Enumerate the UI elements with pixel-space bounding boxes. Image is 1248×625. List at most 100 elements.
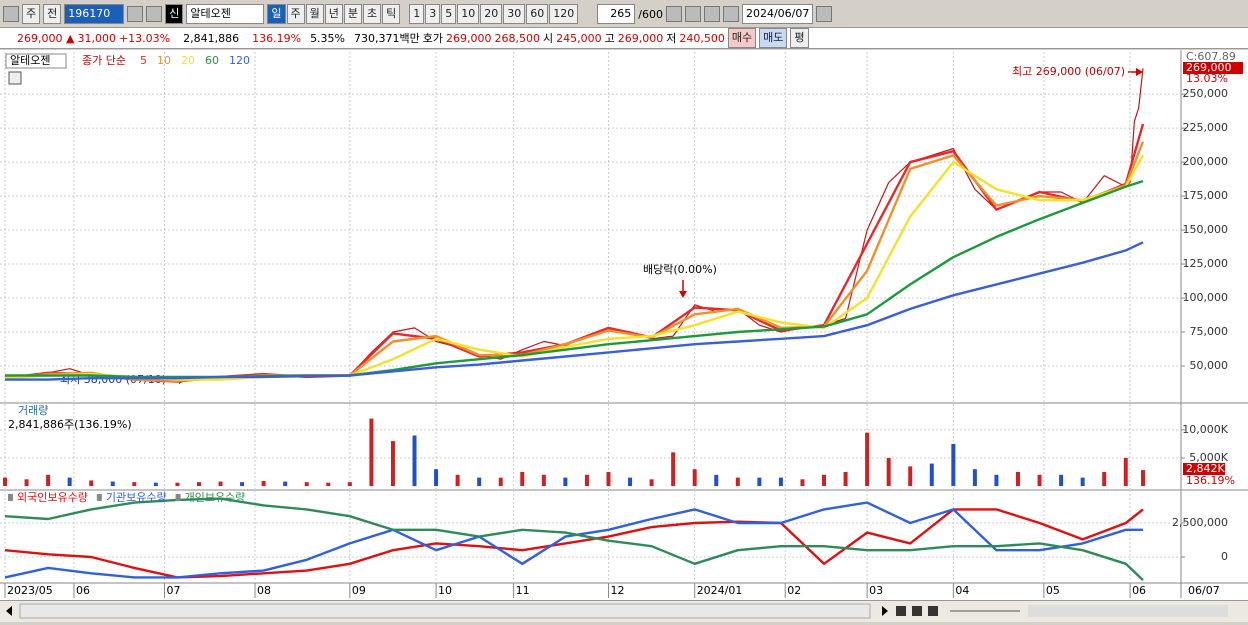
- volume-bar: [283, 481, 288, 487]
- volume-bar: [196, 482, 201, 487]
- rate: +13.03%: [118, 31, 171, 45]
- y-tick-label: 175,000: [1183, 189, 1229, 202]
- scroll-track[interactable]: [19, 603, 871, 619]
- code-input[interactable]: 196170: [64, 4, 125, 24]
- interval-button[interactable]: 30: [503, 4, 526, 24]
- volume-bar: [1059, 474, 1064, 487]
- chart-title: 알테오젠: [10, 53, 50, 67]
- volume-bar: [714, 474, 719, 487]
- x-tick-label: 2023/05: [7, 584, 53, 597]
- interval-button[interactable]: 120: [549, 4, 579, 24]
- interval-button[interactable]: 20: [480, 4, 503, 24]
- buy-button[interactable]: 매수: [727, 28, 757, 48]
- period-button[interactable]: 주: [286, 4, 305, 24]
- volume-rate-tag: 136.19%: [1186, 474, 1235, 487]
- tool-strip[interactable]: [1028, 605, 1228, 617]
- x-tick-label: 11: [516, 584, 530, 597]
- volume-bar: [390, 441, 395, 487]
- period-button[interactable]: 틱: [382, 4, 401, 24]
- period-button[interactable]: 분: [343, 4, 362, 24]
- volume-bar: [649, 479, 654, 487]
- legend-entry: 20: [181, 54, 195, 67]
- volume-bar: [304, 482, 309, 487]
- volume-bar: [692, 469, 697, 487]
- interval-button[interactable]: 5: [441, 4, 457, 24]
- interval-button[interactable]: 10: [457, 4, 480, 24]
- end-date-label: 06/07: [1188, 584, 1220, 597]
- eval-button[interactable]: 평: [790, 28, 809, 48]
- count-input[interactable]: 265: [597, 4, 636, 24]
- tool-icon[interactable]: [665, 6, 682, 22]
- market-select[interactable]: 주: [22, 4, 41, 24]
- date-input[interactable]: 2024/06/07: [741, 4, 814, 24]
- sell-button[interactable]: 매도: [759, 28, 788, 48]
- ctl-icon[interactable]: [896, 606, 906, 616]
- x-tick-label: 12: [610, 584, 624, 597]
- search-icon[interactable]: [127, 6, 144, 22]
- chart: 알테오젠 종가 단순 269,000 13.03% C:607.89 최고 26…: [0, 50, 1248, 600]
- y-tick-label: 250,000: [1183, 87, 1229, 100]
- price-tag-box: [1183, 62, 1243, 74]
- low: 240,500: [679, 31, 725, 45]
- scroll-controls: [6, 603, 1228, 619]
- volume-bar: [477, 477, 482, 487]
- x-tick-label: 04: [955, 584, 969, 597]
- volume-rate: 136.19%: [252, 31, 302, 45]
- sound-icon[interactable]: [146, 6, 163, 22]
- y-tick-label: 100,000: [1183, 291, 1229, 304]
- legend-entry: 60: [205, 54, 219, 67]
- volume-bar: [240, 482, 245, 487]
- c-label: C:607.89: [1186, 50, 1236, 63]
- interval-button[interactable]: 1: [409, 4, 425, 24]
- period-button[interactable]: 일: [267, 4, 286, 24]
- volume-bar: [1141, 470, 1145, 487]
- volume-bar: [757, 477, 762, 487]
- volume-bar: [347, 482, 352, 487]
- save-icon[interactable]: [703, 6, 720, 22]
- interval-button[interactable]: 3: [425, 4, 441, 24]
- series-line: [5, 241, 1144, 381]
- turnover: 5.35%: [310, 31, 346, 45]
- volume-bar: [153, 482, 158, 487]
- scroll-left[interactable]: [6, 606, 12, 616]
- x-tick-label: 2024/01: [697, 584, 743, 597]
- volume-bar: [218, 481, 223, 487]
- legend-entry: 개인보유수량: [185, 491, 246, 504]
- volume-bar: [908, 466, 913, 487]
- period-button[interactable]: 월: [305, 4, 324, 24]
- price: 269,000 ▲: [17, 31, 75, 45]
- grid-icon[interactable]: [8, 71, 22, 85]
- volume-bar: [67, 477, 72, 487]
- volume-bar: [261, 481, 266, 487]
- high-arrow-head: [1136, 68, 1143, 76]
- period-button[interactable]: 초: [363, 4, 382, 24]
- interval-button[interactable]: 60: [526, 4, 549, 24]
- volume-bar: [929, 463, 934, 487]
- scrollbar[interactable]: [0, 600, 1248, 622]
- icon[interactable]: [3, 6, 19, 22]
- period-button[interactable]: 년: [324, 4, 343, 24]
- stock-name: 알테오젠: [186, 4, 265, 24]
- scroll-right[interactable]: [882, 606, 888, 616]
- series-line: [4, 501, 1143, 579]
- volume-bar: [1123, 457, 1128, 487]
- legend-entry: 외국인보유수량: [17, 491, 88, 504]
- volume-bar: [1015, 472, 1020, 487]
- ctl-icon[interactable]: [912, 606, 922, 616]
- price-tag: 269,000: [1186, 61, 1232, 74]
- volume-bar: [455, 474, 460, 487]
- y-tick-label: 50,000: [1190, 359, 1229, 372]
- series-line: [4, 68, 1144, 383]
- legend-title: 종가 단순: [82, 54, 126, 67]
- volume-bar: [541, 474, 546, 487]
- settings-icon[interactable]: [722, 6, 739, 22]
- prev-button[interactable]: 전: [43, 4, 62, 24]
- tool-icon[interactable]: [684, 6, 701, 22]
- x-tick-label: 09: [352, 584, 366, 597]
- volume: 2,841,886: [183, 31, 240, 45]
- calendar-icon[interactable]: [816, 6, 833, 22]
- ctl-icon[interactable]: [928, 606, 938, 616]
- badge: 신: [165, 4, 184, 24]
- volume-title: 거래량: [18, 404, 48, 417]
